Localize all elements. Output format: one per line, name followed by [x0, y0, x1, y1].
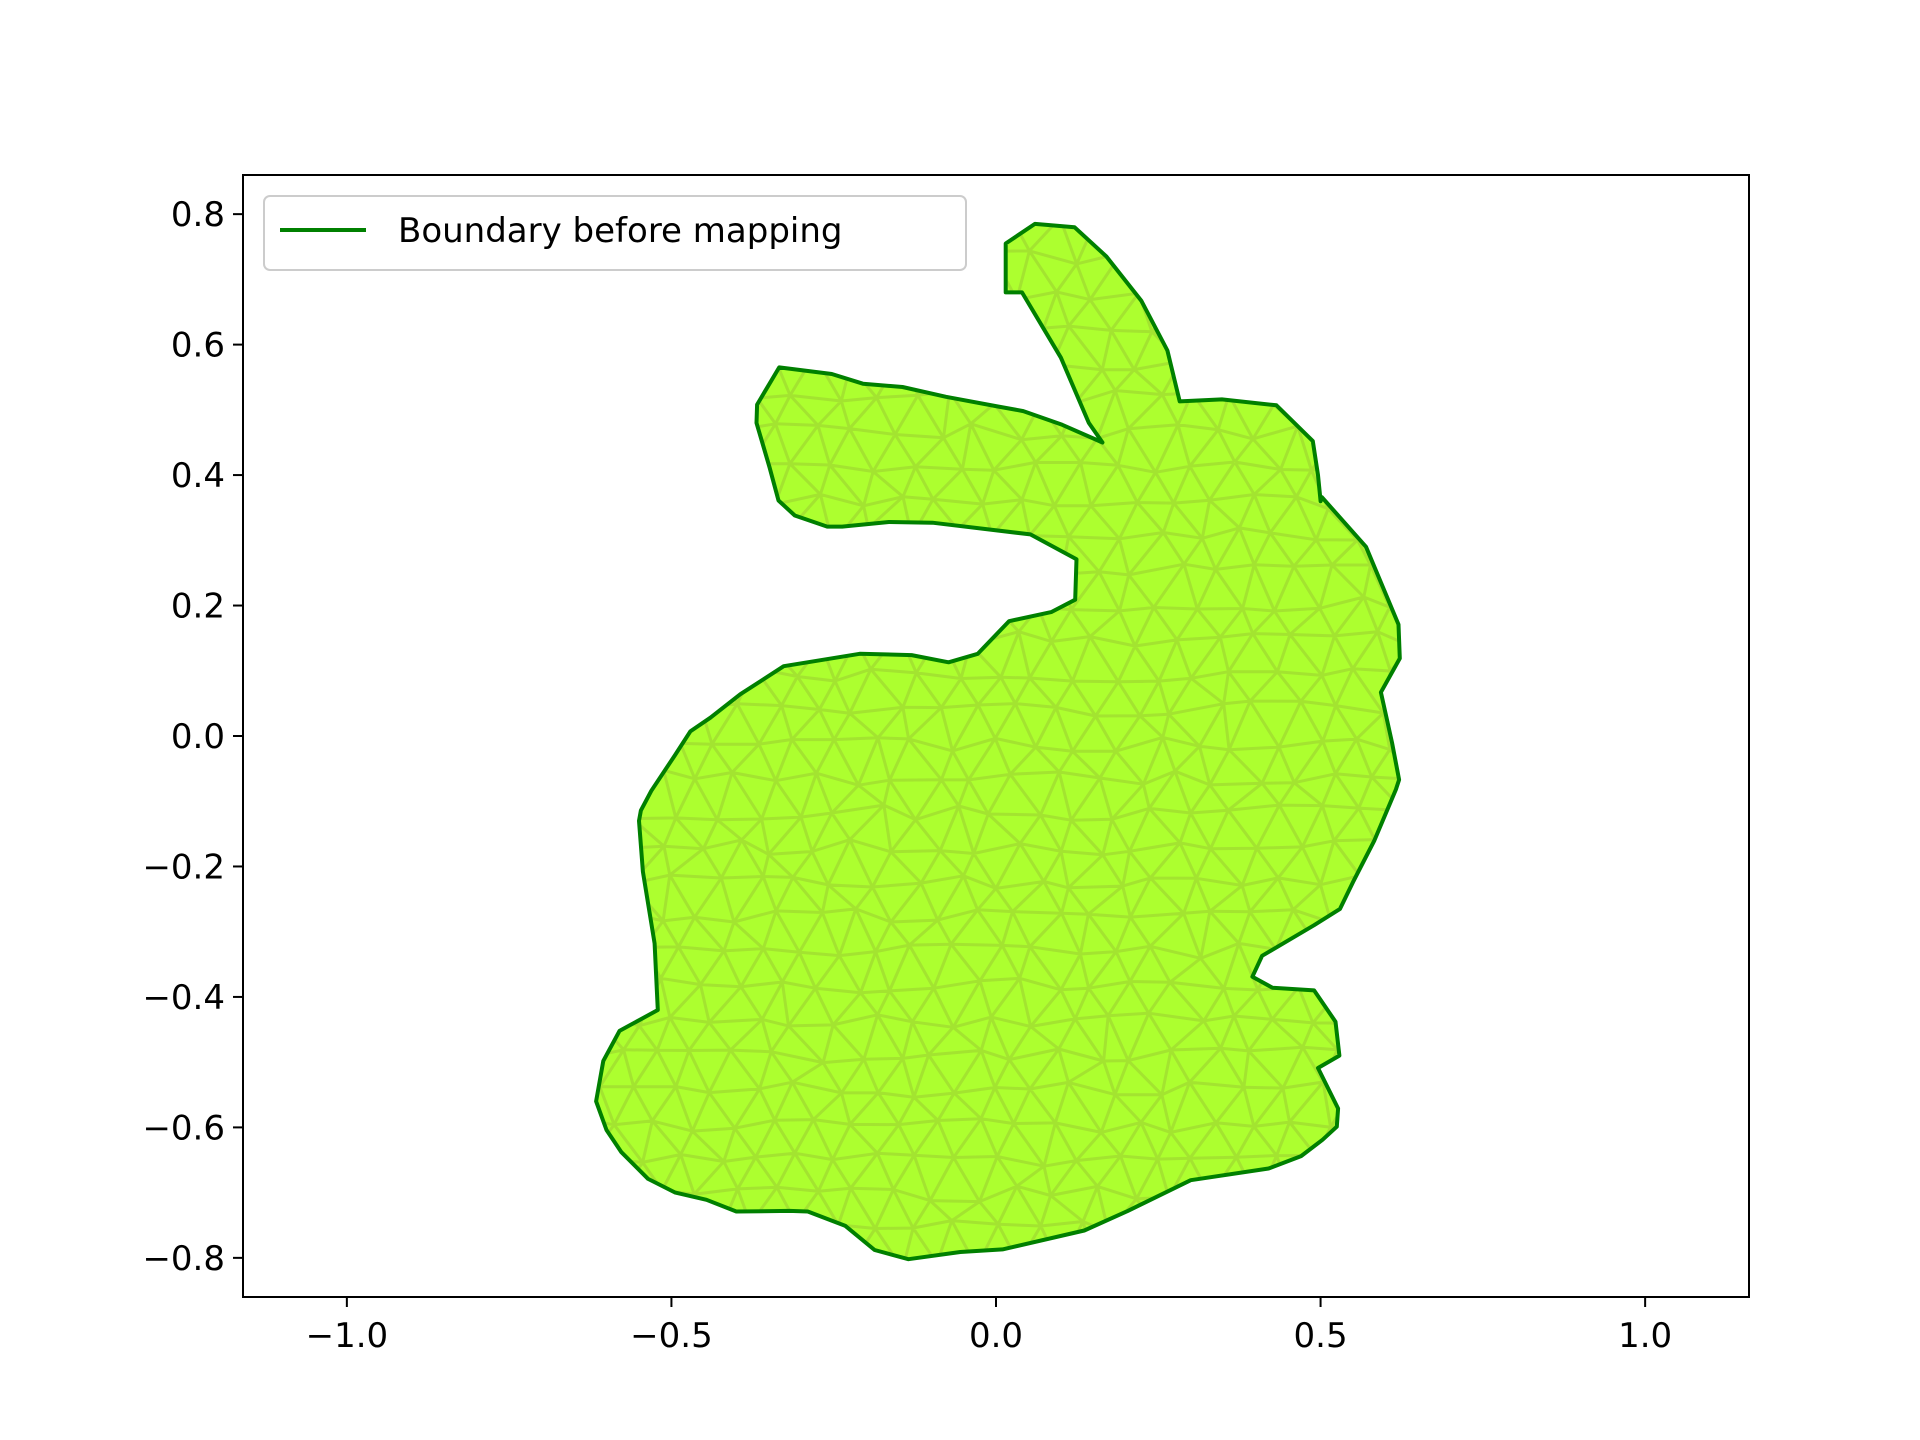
- x-tick-label: 0.0: [969, 1316, 1023, 1356]
- x-axis: −1.0 −0.5 0.0 0.5 1.0: [306, 1297, 1672, 1356]
- y-tick-label: 0.2: [171, 587, 225, 627]
- legend: Boundary before mapping: [263, 195, 967, 271]
- y-tick-label: −0.2: [142, 847, 225, 887]
- y-tick-label: 0.0: [171, 717, 225, 757]
- legend-label: Boundary before mapping: [398, 211, 842, 251]
- boundary-line: [594, 221, 1402, 1262]
- x-tick-label: 0.5: [1294, 1316, 1348, 1356]
- x-tick-label: 1.0: [1618, 1316, 1672, 1356]
- y-tick-label: −0.8: [142, 1239, 225, 1279]
- x-tick-label: −0.5: [630, 1316, 713, 1356]
- y-tick-label: −0.4: [142, 978, 225, 1018]
- y-tick-label: −0.6: [142, 1108, 225, 1148]
- y-tick-label: 0.6: [171, 326, 225, 366]
- y-axis: 0.8 0.6 0.4 0.2 0.0 −0.2 −0.4 −0.6 −0.8: [142, 195, 243, 1279]
- y-tick-label: 0.4: [171, 456, 225, 496]
- legend-box: [263, 195, 967, 271]
- x-tick-label: −1.0: [306, 1316, 389, 1356]
- y-tick-label: 0.8: [171, 195, 225, 235]
